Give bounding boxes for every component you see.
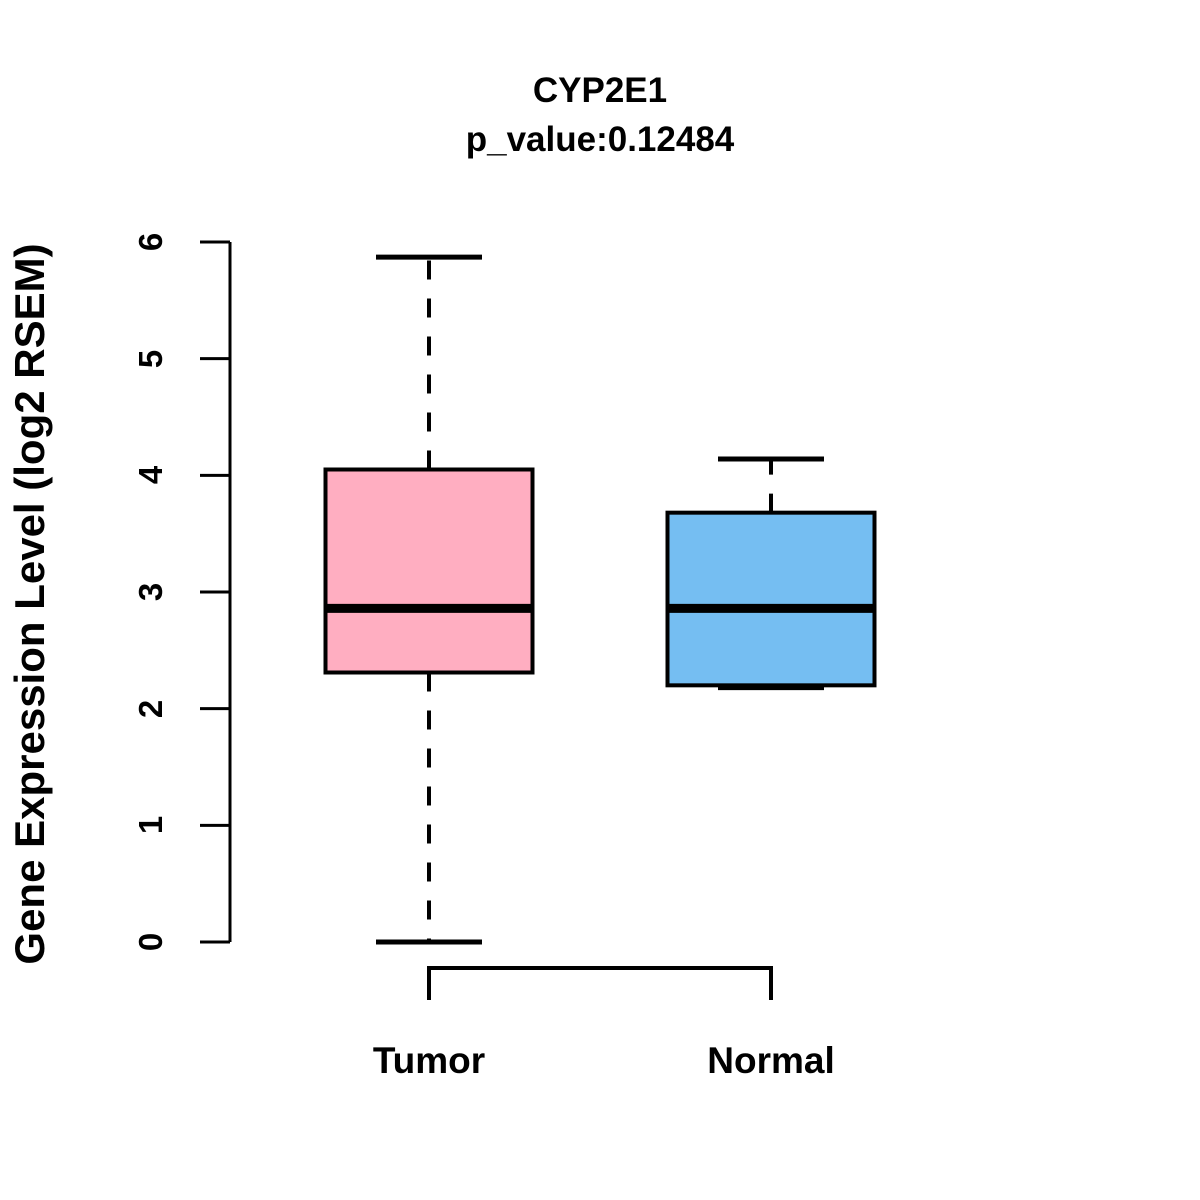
iqr-box-tumor bbox=[323, 467, 535, 675]
y-tick-label-3: 3 bbox=[132, 582, 169, 602]
category-label-normal: Normal bbox=[707, 1040, 835, 1081]
category-label-tumor: Tumor bbox=[372, 1040, 486, 1081]
iqr-box-normal bbox=[665, 510, 877, 688]
y-tick-label-1: 1 bbox=[132, 816, 169, 835]
chart-title: CYP2E1 bbox=[532, 71, 668, 110]
x-axis-bracket bbox=[427, 966, 773, 1000]
chart-subtitle-pvalue: p_value:0.12484 bbox=[465, 120, 735, 159]
y-tick-label-0: 0 bbox=[132, 932, 169, 952]
y-tick-label-5: 5 bbox=[132, 349, 169, 368]
y-tick-label-4: 4 bbox=[132, 466, 169, 485]
y-tick-label-2: 2 bbox=[132, 699, 169, 718]
y-tick-label-6: 6 bbox=[132, 232, 169, 252]
